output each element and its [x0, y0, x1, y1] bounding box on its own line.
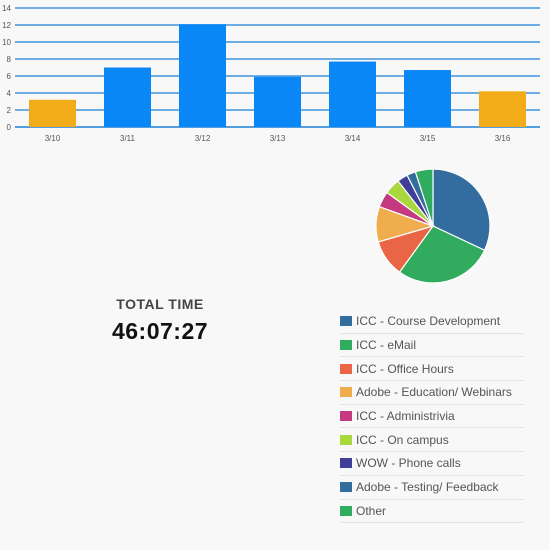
total-time-panel: TOTAL TIME 46:07:27: [60, 296, 260, 345]
x-tick-label: 3/15: [420, 134, 436, 143]
y-tick-label: 4: [7, 89, 12, 98]
legend-label: WOW - Phone calls: [356, 456, 461, 471]
y-tick-label: 14: [2, 4, 11, 13]
bar: [329, 61, 376, 127]
legend-swatch: [340, 340, 352, 351]
legend-item: WOW - Phone calls: [340, 452, 524, 476]
x-tick-label: 3/13: [270, 134, 286, 143]
legend-swatch: [340, 387, 352, 398]
x-tick-label: 3/10: [45, 134, 61, 143]
legend-swatch: [340, 505, 352, 516]
pie-slice: [398, 225, 486, 284]
legend-item: ICC - Course Development: [340, 310, 524, 334]
legend-swatch: [340, 316, 352, 327]
y-tick-label: 12: [2, 21, 11, 30]
bar: [404, 70, 451, 127]
y-tick-label: 6: [7, 72, 12, 81]
total-time-label: TOTAL TIME: [116, 296, 204, 312]
pie-slice: [414, 168, 434, 227]
legend-item: ICC - Office Hours: [340, 357, 524, 382]
legend-swatch: [340, 458, 352, 469]
bar: [29, 99, 76, 127]
total-time-value: 46:07:27: [111, 318, 209, 344]
bar: [104, 67, 151, 127]
legend-swatch: [340, 411, 352, 422]
legend-item: ICC - Administrivia: [340, 405, 524, 429]
legend-item: Adobe - Education/ Webinars: [340, 381, 524, 405]
y-tick-label: 10: [2, 38, 11, 47]
legend-label: Adobe - Education/ Webinars: [356, 385, 512, 400]
legend-swatch: [340, 363, 352, 374]
legend-label: Adobe - Testing/ Feedback: [356, 480, 499, 495]
x-tick-label: 3/16: [495, 134, 511, 143]
x-tick-label: 3/14: [345, 134, 361, 143]
pie-slice: [432, 168, 491, 252]
legend-label: ICC - eMail: [356, 338, 417, 353]
legend-item: Adobe - Testing/ Feedback: [340, 476, 524, 500]
bar: [254, 76, 301, 127]
legend-label: Other: [356, 503, 387, 518]
legend-swatch: [340, 434, 352, 445]
legend-swatch: [340, 482, 352, 493]
pie-legend: ICC - Course Development ICC - eMail ICC…: [340, 310, 524, 524]
x-tick-label: 3/11: [120, 134, 136, 143]
legend-label: ICC - On campus: [356, 432, 449, 447]
bar: [479, 91, 526, 127]
bar: [179, 24, 226, 127]
x-tick-label: 3/12: [195, 134, 211, 143]
y-tick-label: 0: [7, 123, 12, 132]
legend-item: ICC - eMail: [340, 334, 524, 358]
category-pie-chart: [375, 168, 491, 284]
y-tick-label: 8: [7, 55, 12, 64]
legend-label: ICC - Course Development: [356, 314, 501, 329]
daily-bar-chart: 0 2 4 6 8 10 12 14 3/10 3/11 3/12 3/13 3/14 3/15 3/16: [2, 4, 540, 143]
y-tick-label: 2: [7, 106, 12, 115]
legend-item: ICC - On campus: [340, 428, 524, 453]
legend-label: ICC - Office Hours: [356, 361, 454, 376]
legend-label: ICC - Administrivia: [356, 409, 455, 424]
legend-item: Other: [340, 500, 524, 524]
